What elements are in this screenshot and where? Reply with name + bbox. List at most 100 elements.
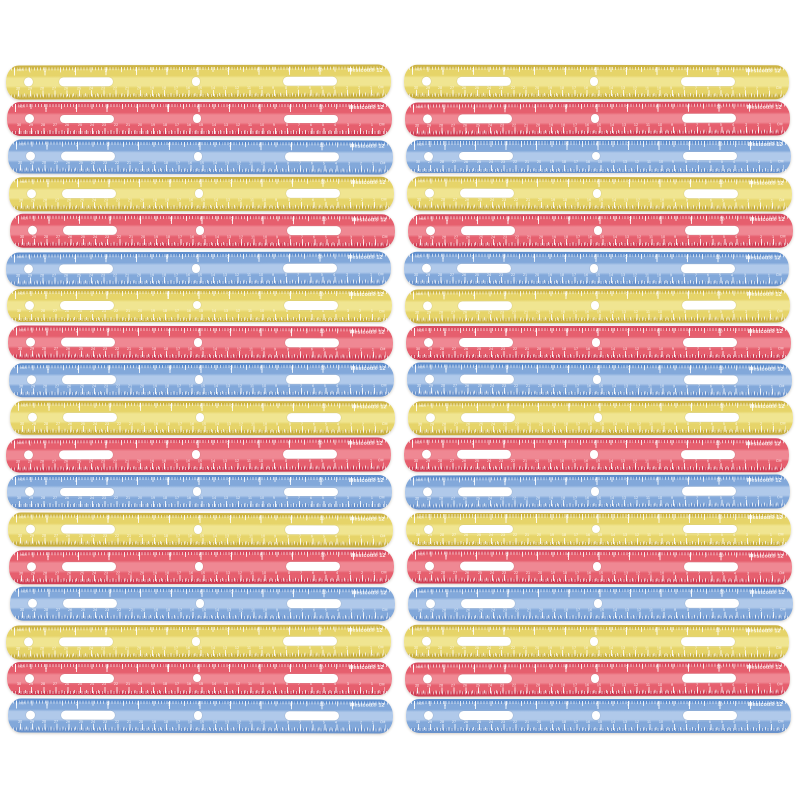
cm-number: 1: [372, 383, 375, 388]
inch-number: 5: [565, 514, 569, 520]
cm-number: 27: [449, 644, 455, 649]
cm-number: 24: [487, 495, 492, 501]
cm-number: 15: [596, 458, 601, 463]
cm-number: 19: [550, 383, 555, 388]
cm-number: 29: [28, 681, 33, 687]
brand-logo: Westcott® 12: [746, 104, 782, 110]
cm-number: 3: [747, 234, 750, 239]
cm-number: 17: [176, 383, 182, 388]
cm-number: 9: [670, 85, 673, 90]
binder-slot-left: [459, 561, 515, 571]
cm-number: 11: [646, 308, 651, 314]
cm-number: 6: [311, 196, 314, 202]
inch-number: 4: [532, 626, 536, 632]
cm-number: 28: [43, 607, 49, 612]
inch-number: 6: [596, 701, 599, 707]
cm-number: 15: [199, 495, 204, 500]
bottom-serration-ticks: [12, 168, 388, 172]
cm-number: 26: [464, 159, 469, 165]
inch-number: 8: [258, 291, 261, 297]
cm-number: 21: [127, 159, 132, 164]
cm-number: 30: [414, 495, 419, 501]
cm-number: 15: [599, 196, 604, 202]
cm-number: 3: [347, 719, 350, 725]
inch-number: 2: [76, 365, 80, 371]
inch-number: 9: [290, 365, 294, 371]
binder-slot-right: [680, 77, 736, 87]
cm-number: 28: [40, 681, 46, 687]
cm-number: 27: [449, 84, 455, 90]
bottom-serration-ticks: [408, 466, 784, 471]
cm-number: 7: [697, 570, 700, 575]
cm-number: 20: [537, 532, 542, 538]
inch-number: 8: [657, 701, 660, 707]
inch-number: 2: [73, 254, 77, 260]
inch-number: 1: [442, 104, 445, 110]
binder-hole-center: [195, 226, 205, 235]
cm-number: 10: [660, 570, 665, 575]
cm-number: 13: [226, 607, 231, 612]
inch-number: 6: [598, 589, 601, 595]
cm-number: 25: [79, 197, 84, 202]
cm-number: 10: [259, 457, 264, 463]
cm-number: 17: [175, 346, 181, 351]
cm-number: 20: [535, 271, 540, 276]
inch-number: 8: [258, 664, 261, 670]
inch-unit-label: inch: [415, 478, 423, 483]
inch-number: 6: [596, 141, 599, 147]
cm-number: 28: [439, 532, 445, 538]
inch-number: 4: [535, 179, 539, 185]
ruler-yellow: inch Westcott® 12 CM 1 2 3 4 5 6 7 8 9 10 11 30 29 2…: [406, 176, 793, 211]
cm-number: 10: [657, 644, 662, 650]
cm-number: 29: [426, 122, 431, 128]
hang-hole-left: [424, 561, 435, 571]
cm-number: 20: [538, 196, 543, 202]
inch-number: 5: [168, 552, 172, 558]
cm-number: 25: [474, 457, 479, 463]
cm-number: 27: [451, 346, 457, 351]
inch-number: 9: [685, 626, 689, 632]
binder-slot-right: [284, 525, 340, 534]
cm-number: 28: [40, 308, 46, 314]
binder-slot-left: [460, 226, 516, 236]
cm-number: 12: [238, 420, 243, 426]
cm-number: 22: [114, 718, 120, 724]
cm-number: 16: [189, 234, 195, 239]
cm-number: 25: [476, 532, 481, 538]
cm-number: 10: [658, 308, 663, 314]
brand-logo: Westcott® 12: [351, 589, 388, 596]
cm-number: 27: [450, 309, 456, 314]
cm-number: 16: [186, 681, 192, 687]
bottom-serration-ticks: [12, 354, 388, 359]
cm-number: 16: [187, 346, 193, 351]
inch-number: 1: [441, 440, 444, 446]
bottom-serration-ticks: [411, 205, 787, 210]
cm-unit-label: CM: [380, 570, 387, 575]
inch-ticks: [16, 364, 357, 374]
inch-unit-label: inch: [415, 291, 423, 297]
cm-number: 8: [682, 85, 685, 90]
cm-number: 30: [417, 420, 422, 426]
bottom-serration-ticks: [411, 578, 787, 583]
cm-number: 29: [429, 607, 434, 612]
cm-number: 28: [438, 682, 444, 687]
bottom-serration-ticks: [11, 653, 387, 657]
cm-number: 21: [125, 644, 130, 650]
bottom-serration-ticks: [413, 243, 789, 247]
cm-number: 1: [767, 271, 770, 277]
hang-hole-left: [421, 636, 432, 646]
cm-number: 30: [415, 719, 420, 724]
cm-number: 11: [250, 196, 254, 202]
inch-number: 1: [46, 365, 49, 371]
cm-number: 21: [125, 271, 130, 277]
inch-number: 7: [226, 67, 230, 73]
inch-number: 3: [503, 477, 506, 483]
inch-number: 7: [627, 179, 631, 185]
cm-number: 28: [42, 197, 48, 202]
cm-unit-label: CM: [378, 309, 384, 314]
inch-unit-label: inch: [21, 403, 28, 408]
cm-number: 19: [150, 122, 155, 127]
binder-hole-center: [591, 338, 600, 347]
cm-number: 4: [732, 495, 735, 500]
cm-number: 8: [285, 308, 288, 314]
